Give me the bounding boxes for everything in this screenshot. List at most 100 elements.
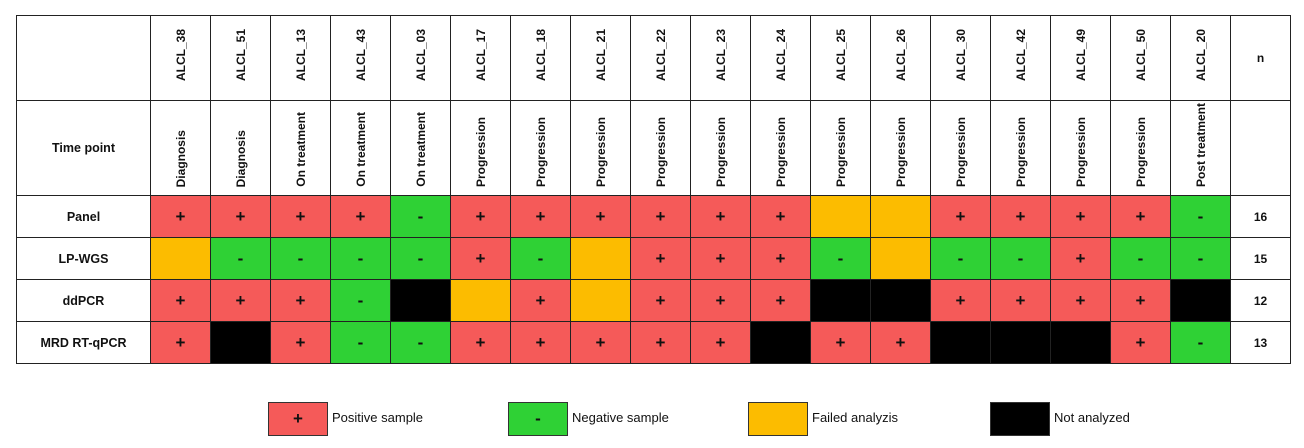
time-point-value: On treatment [293,112,308,187]
sample-header: ALCL_30 [930,15,991,101]
time-point-cell: On treatment [270,100,331,196]
sample-label: ALCL_24 [773,29,788,82]
time-point-value: Progression [1073,116,1088,187]
time-point-cell: On treatment [390,100,451,196]
sample-header: ALCL_42 [990,15,1051,101]
time-point-cell: Progression [690,100,751,196]
result-cell-pos: + [330,195,391,238]
result-cell-fail [450,279,511,322]
n-value: 16 [1230,195,1291,238]
time-point-value: Progression [1133,116,1148,187]
sample-label: ALCL_23 [713,29,728,82]
result-cell-pos: + [630,321,691,364]
result-cell-pos: + [990,195,1051,238]
result-cell-pos: + [270,195,331,238]
time-point-value: Progression [893,116,908,187]
time-point-cell: Progression [1110,100,1171,196]
result-cell-neg: - [1110,237,1171,280]
result-cell-pos: + [510,279,571,322]
result-cell-na [810,279,871,322]
result-cell-na [210,321,271,364]
time-point-cell: Diagnosis [150,100,211,196]
sample-header: ALCL_51 [210,15,271,101]
sample-header: ALCL_20 [1170,15,1231,101]
time-point-cell: Progression [570,100,631,196]
result-cell-pos: + [1110,195,1171,238]
result-cell-pos: + [150,195,211,238]
result-cell-neg: - [330,279,391,322]
sample-header: ALCL_13 [270,15,331,101]
result-cell-fail [870,237,931,280]
sample-header: ALCL_17 [450,15,511,101]
result-cell-pos: + [930,279,991,322]
result-cell-pos: + [750,279,811,322]
result-cell-pos: + [450,195,511,238]
sample-label: ALCL_22 [653,29,668,82]
n-blank-cell [1230,100,1291,196]
result-cell-fail [870,195,931,238]
sample-header: ALCL_23 [690,15,751,101]
method-label: LP-WGS [16,237,151,280]
result-cell-neg: - [330,237,391,280]
result-cell-pos: + [270,321,331,364]
time-point-value: On treatment [413,112,428,187]
legend-swatch-pos: + [268,402,328,436]
sample-header: ALCL_50 [1110,15,1171,101]
result-cell-pos: + [150,321,211,364]
n-header: n [1230,15,1291,101]
sample-label: ALCL_30 [953,29,968,82]
time-point-cell: On treatment [330,100,391,196]
result-cell-pos: + [1050,195,1111,238]
time-point-value: Progression [833,116,848,187]
sample-header: ALCL_49 [1050,15,1111,101]
result-cell-na [990,321,1051,364]
sample-label: ALCL_20 [1193,29,1208,82]
result-cell-na [1050,321,1111,364]
result-cell-na [390,279,451,322]
result-cell-neg: - [990,237,1051,280]
result-cell-neg: - [810,237,871,280]
legend-label: Positive sample [332,410,424,425]
n-value: 15 [1230,237,1291,280]
result-cell-na [1170,279,1231,322]
time-point-value: Post treatment [1193,102,1208,187]
n-value: 12 [1230,279,1291,322]
result-cell-pos: + [450,237,511,280]
result-cell-pos: + [930,195,991,238]
time-point-cell: Diagnosis [210,100,271,196]
result-cell-neg: - [330,321,391,364]
results-table: ALCL_38 ALCL_51 ALCL_13 ALCL_43 ALCL_03 ALCL_… [16,15,1291,364]
legend-swatch-fail [748,402,808,436]
result-cell-pos: + [1110,321,1171,364]
result-cell-pos: + [210,195,271,238]
sample-label: ALCL_50 [1133,29,1148,82]
method-label: ddPCR [16,279,151,322]
sample-label: ALCL_25 [833,29,848,82]
time-point-cell: Progression [810,100,871,196]
sample-header: ALCL_22 [630,15,691,101]
result-cell-neg: - [390,237,451,280]
time-point-value: Progression [473,116,488,187]
sample-label: ALCL_13 [293,29,308,82]
sample-header: ALCL_25 [810,15,871,101]
result-cell-pos: + [690,279,751,322]
sample-header: ALCL_21 [570,15,631,101]
time-point-value: On treatment [353,112,368,187]
result-cell-neg: - [1170,195,1231,238]
result-cell-pos: + [750,237,811,280]
result-cell-neg: - [390,321,451,364]
sample-header: ALCL_03 [390,15,451,101]
method-label: Panel [16,195,151,238]
time-point-cell: Progression [630,100,691,196]
time-point-value: Diagnosis [233,129,248,187]
result-cell-neg: - [930,237,991,280]
result-cell-pos: + [150,279,211,322]
method-row: ddPCR + + + - + + + + + + + +12 [16,279,1291,322]
time-point-cell: Progression [510,100,571,196]
legend-swatch-neg: - [508,402,568,436]
sample-label: ALCL_49 [1073,29,1088,82]
result-cell-pos: + [1050,279,1111,322]
sample-header: ALCL_26 [870,15,931,101]
result-cell-pos: + [450,321,511,364]
time-point-label: Time point [16,100,151,196]
